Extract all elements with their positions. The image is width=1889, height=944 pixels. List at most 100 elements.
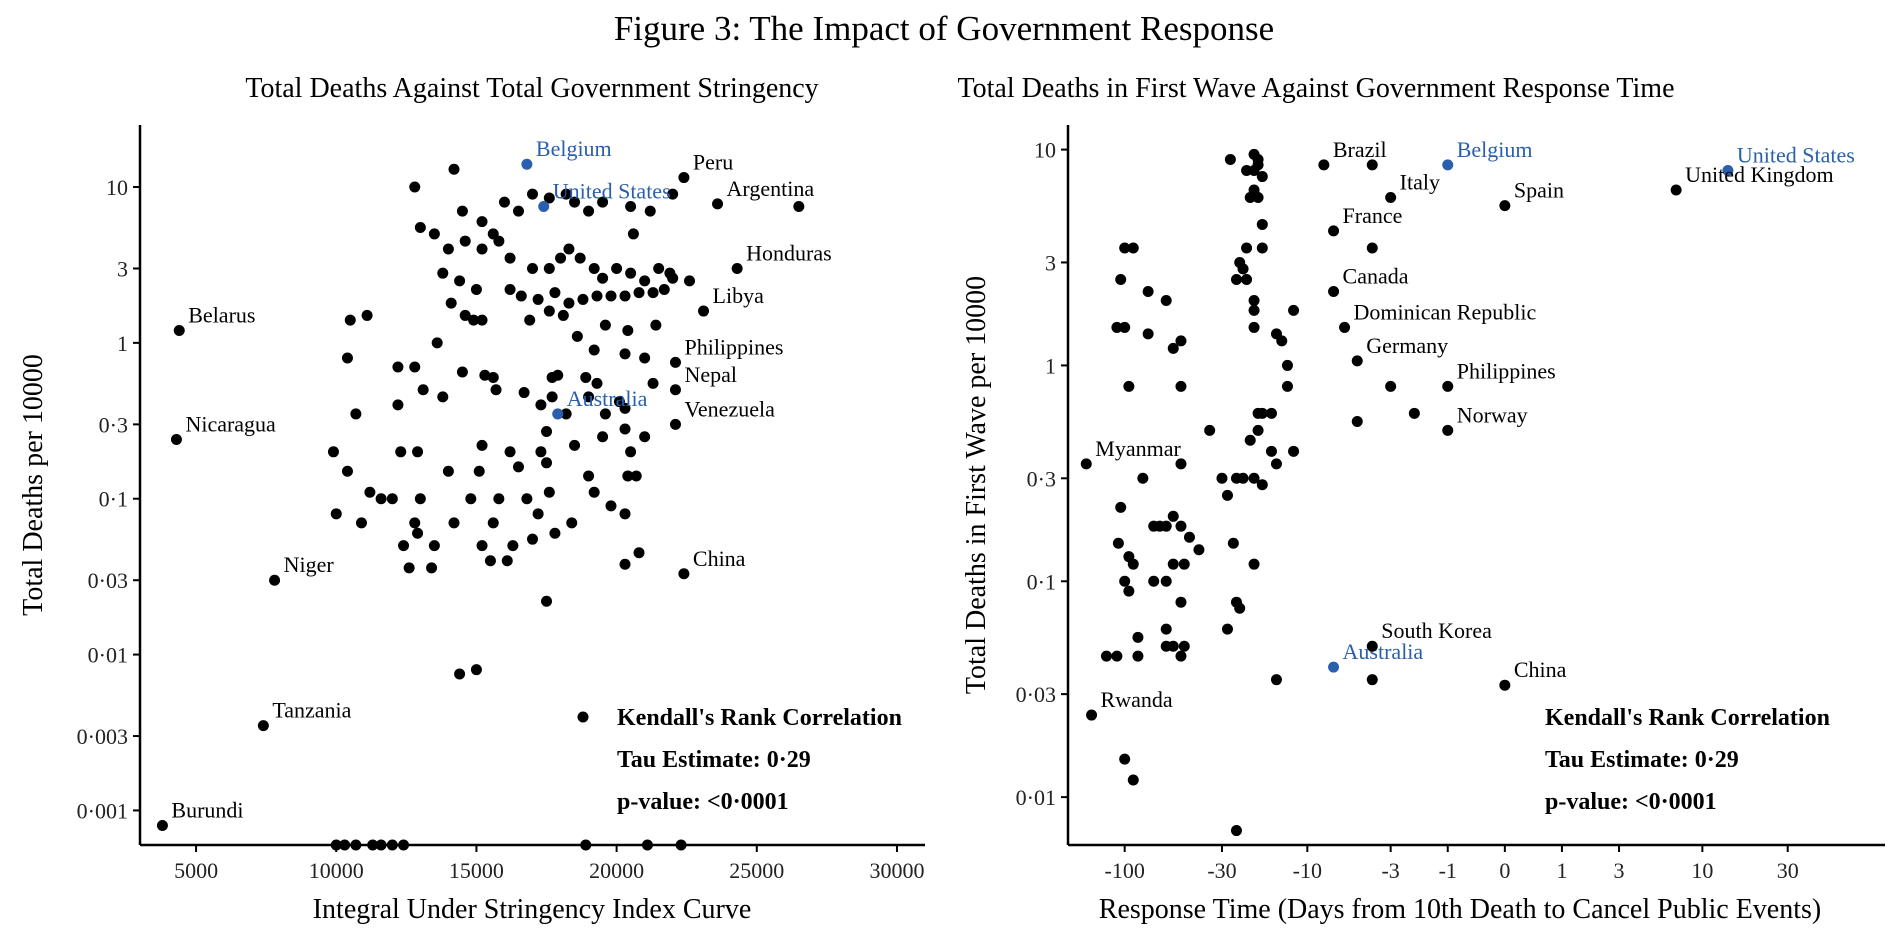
point-label: China — [693, 546, 746, 571]
data-point-united-kingdom — [1670, 184, 1682, 196]
data-point — [1270, 674, 1282, 686]
data-point — [622, 470, 634, 482]
x-tick-label: -30 — [1207, 858, 1236, 883]
data-point — [1252, 407, 1264, 419]
x-tick-label: 15000 — [449, 858, 504, 883]
data-point — [1265, 445, 1277, 457]
x-tick-label: -100 — [1105, 858, 1145, 883]
data-point — [1127, 558, 1139, 570]
data-point-belgium — [1442, 159, 1454, 171]
data-point — [625, 200, 637, 212]
data-point — [549, 527, 561, 539]
data-point — [588, 263, 600, 275]
data-point — [1123, 380, 1135, 392]
data-point — [470, 664, 482, 676]
data-point — [1193, 544, 1205, 556]
x-tick-label: -3 — [1381, 858, 1399, 883]
data-point — [1175, 458, 1187, 470]
stats-title: Kendall's Rank Correlation — [617, 705, 902, 731]
point-label: Nicaragua — [185, 411, 276, 436]
data-point — [1175, 650, 1187, 662]
data-point — [465, 493, 477, 505]
data-point — [1127, 774, 1139, 786]
figure-title: Figure 3: The Impact of Government Respo… — [614, 9, 1274, 48]
subplot-title: Total Deaths in First Wave Against Gover… — [958, 73, 1675, 104]
data-point — [493, 493, 505, 505]
data-point — [571, 330, 583, 342]
data-point — [647, 287, 659, 299]
point-label: Philippines — [1457, 358, 1556, 383]
left-panel: Total Deaths Against Total Government St… — [18, 73, 925, 925]
data-point — [344, 314, 356, 326]
data-point — [1221, 623, 1233, 635]
data-point-germany — [1351, 355, 1363, 367]
data-point — [580, 371, 592, 383]
data-point — [1248, 304, 1260, 316]
data-point — [653, 263, 665, 275]
data-point — [1160, 575, 1172, 587]
data-point — [512, 205, 524, 217]
data-point — [619, 508, 631, 520]
data-point — [361, 309, 373, 321]
data-point — [1127, 242, 1139, 254]
data-point — [367, 839, 379, 851]
data-point — [431, 337, 443, 349]
data-point — [591, 377, 603, 389]
y-tick-label: 1 — [1045, 353, 1056, 378]
data-point — [1167, 510, 1179, 522]
data-point — [1142, 328, 1154, 340]
data-point — [1142, 286, 1154, 298]
data-point — [507, 540, 519, 552]
stats-marker — [577, 711, 589, 723]
data-point — [473, 465, 485, 477]
data-point — [350, 839, 362, 851]
point-label: Belgium — [536, 136, 612, 161]
data-point — [583, 205, 595, 217]
data-point — [658, 284, 670, 296]
data-point — [566, 517, 578, 529]
data-point — [1119, 242, 1131, 254]
y-tick-label: 0·03 — [88, 568, 128, 593]
data-point — [597, 431, 609, 443]
data-point-tanzania — [257, 720, 269, 732]
point-label: Italy — [1400, 169, 1440, 194]
data-point — [470, 284, 482, 296]
data-point — [350, 408, 362, 420]
data-point-spain — [1499, 200, 1511, 212]
right-panel: Total Deaths in First Wave Against Gover… — [958, 73, 1885, 925]
data-point-belgium — [521, 158, 533, 170]
data-point — [1132, 650, 1144, 662]
data-point — [1256, 171, 1268, 183]
data-point — [611, 263, 623, 275]
data-point — [375, 493, 387, 505]
x-axis-label: Response Time (Days from 10th Death to C… — [1099, 894, 1821, 925]
point-label: Myanmar — [1095, 436, 1181, 461]
data-point — [605, 500, 617, 512]
data-point-australia — [1328, 661, 1340, 673]
data-point — [476, 216, 488, 228]
data-point-china — [678, 568, 690, 580]
data-point — [355, 517, 367, 529]
data-point — [1288, 304, 1300, 316]
data-point — [1241, 274, 1253, 286]
x-tick-label: 25000 — [729, 858, 784, 883]
data-point — [588, 486, 600, 498]
data-point — [341, 465, 353, 477]
data-point — [1385, 380, 1397, 392]
data-point — [560, 188, 572, 200]
data-point — [633, 547, 645, 559]
point-label: Norway — [1457, 402, 1528, 427]
data-point — [1276, 335, 1288, 347]
data-point-libya — [698, 305, 710, 317]
data-point — [532, 293, 544, 305]
data-point — [613, 396, 625, 408]
data-point-burundi — [156, 820, 168, 832]
data-point — [675, 839, 687, 851]
data-point — [403, 562, 415, 574]
data-point — [476, 314, 488, 326]
data-point — [583, 391, 595, 403]
data-point — [619, 348, 631, 360]
data-point — [1270, 458, 1282, 470]
data-point — [599, 319, 611, 331]
data-point — [1119, 575, 1131, 587]
